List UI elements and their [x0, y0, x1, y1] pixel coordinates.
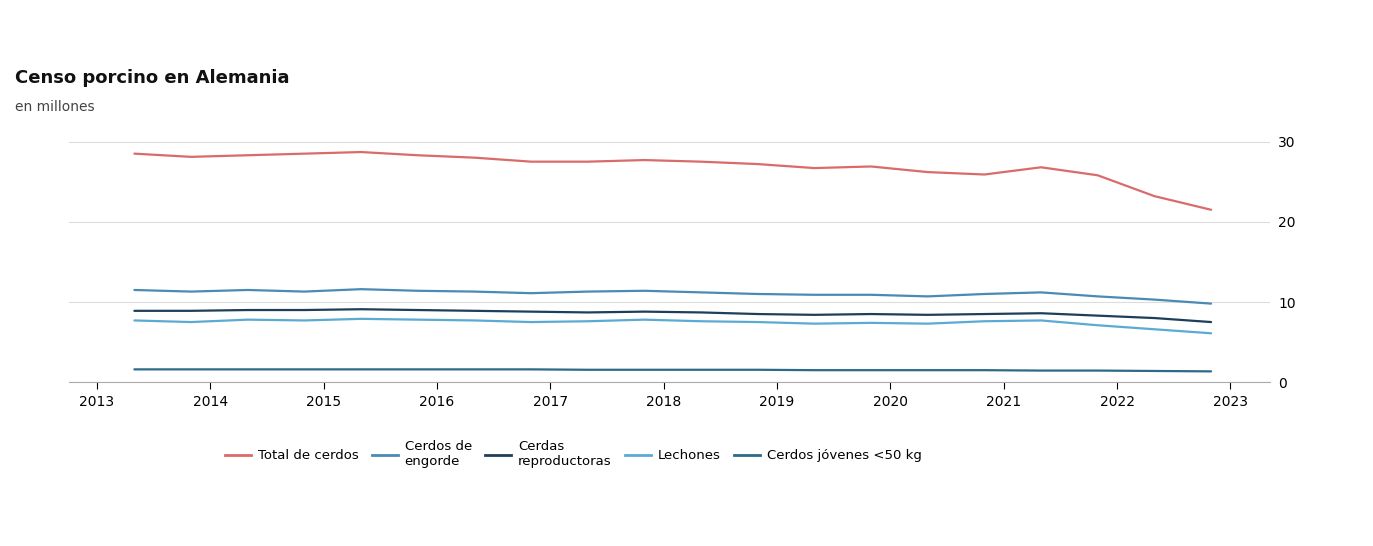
Text: Censo porcino en Alemania: Censo porcino en Alemania	[15, 69, 290, 87]
Text: en millones: en millones	[15, 100, 95, 114]
Legend: Total de cerdos, Cerdos de
engorde, Cerdas
reproductoras, Lechones, Cerdos jóven: Total de cerdos, Cerdos de engorde, Cerd…	[220, 435, 927, 473]
